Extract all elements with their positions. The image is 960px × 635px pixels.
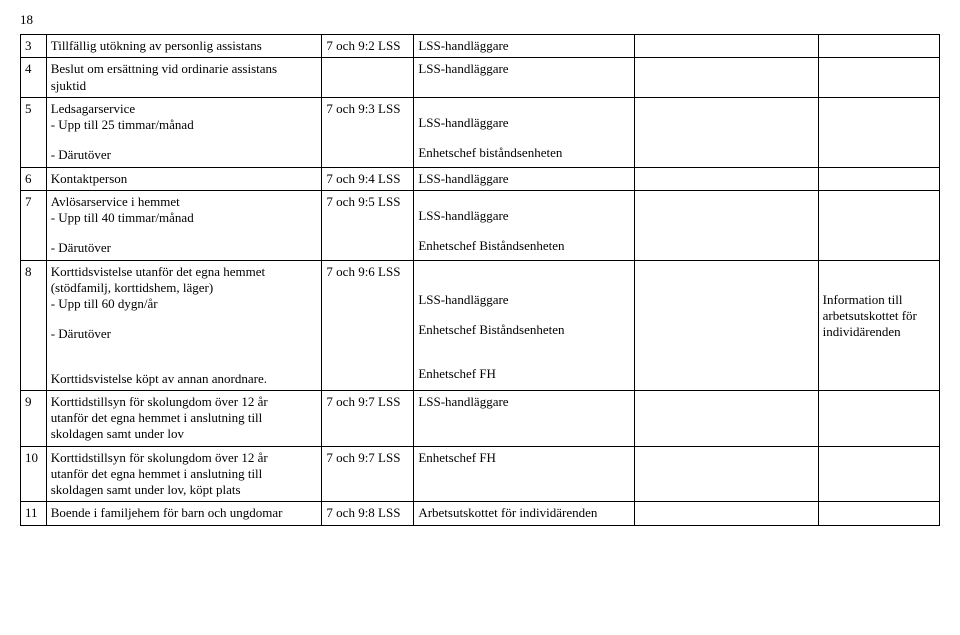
row-empty <box>634 260 818 390</box>
row-empty <box>818 446 939 502</box>
desc-line: - Upp till 25 timmar/månad <box>51 117 318 133</box>
row-number: 5 <box>21 97 47 167</box>
row-description: Avlösarservice i hemmet - Upp till 40 ti… <box>46 190 322 260</box>
row-description: Kontaktperson <box>46 167 322 190</box>
desc-line: skoldagen samt under lov, köpt plats <box>51 482 318 498</box>
desc-line: Beslut om ersättning vid ordinarie assis… <box>51 61 318 77</box>
desc-line: (stödfamilj, korttidshem, läger) <box>51 280 318 296</box>
row-empty <box>634 446 818 502</box>
desc-line: utanför det egna hemmet i anslutning til… <box>51 410 318 426</box>
desc-line: - Därutöver <box>51 147 318 163</box>
row-empty <box>818 390 939 446</box>
table-row: 5 Ledsagarservice - Upp till 25 timmar/m… <box>21 97 940 167</box>
row-empty <box>818 190 939 260</box>
row-law: 7 och 9:5 LSS <box>322 190 414 260</box>
row-number: 4 <box>21 58 47 98</box>
table-row: 3 Tillfällig utökning av personlig assis… <box>21 35 940 58</box>
table-row: 7 Avlösarservice i hemmet - Upp till 40 … <box>21 190 940 260</box>
resp-line: Enhetschef Biståndsenheten <box>418 238 630 254</box>
resp-line: Enhetschef Biståndsenheten <box>418 322 630 338</box>
desc-line: utanför det egna hemmet i anslutning til… <box>51 466 318 482</box>
row-responsible: LSS-handläggare <box>414 58 635 98</box>
resp-line: Enhetschef FH <box>418 366 630 382</box>
row-responsible: Enhetschef FH <box>414 446 635 502</box>
resp-line: LSS-handläggare <box>418 208 630 224</box>
row-number: 11 <box>21 502 47 525</box>
row-number: 3 <box>21 35 47 58</box>
row-empty <box>634 502 818 525</box>
row-responsible: LSS-handläggare Enhetschef biståndsenhet… <box>414 97 635 167</box>
row-number: 6 <box>21 167 47 190</box>
row-empty <box>634 190 818 260</box>
row-empty <box>818 167 939 190</box>
row-responsible: LSS-handläggare Enhetschef Biståndsenhet… <box>414 190 635 260</box>
row-law <box>322 58 414 98</box>
row-description: Korttidsvistelse utanför det egna hemmet… <box>46 260 322 390</box>
desc-line: skoldagen samt under lov <box>51 426 318 442</box>
row-empty <box>634 97 818 167</box>
row-empty <box>634 167 818 190</box>
desc-line: Korttidsvistelse köpt av annan anordnare… <box>51 371 318 387</box>
row-description: Korttidstillsyn för skolungdom över 12 å… <box>46 390 322 446</box>
row-empty <box>818 58 939 98</box>
row-responsible: LSS-handläggare Enhetschef Biståndsenhet… <box>414 260 635 390</box>
table-row: 8 Korttidsvistelse utanför det egna hemm… <box>21 260 940 390</box>
desc-line: - Därutöver <box>51 240 318 256</box>
note-line: Information till <box>823 292 935 308</box>
table-row: 9 Korttidstillsyn för skolungdom över 12… <box>21 390 940 446</box>
row-number: 8 <box>21 260 47 390</box>
row-empty <box>634 35 818 58</box>
row-responsible: Arbetsutskottet för individärenden <box>414 502 635 525</box>
row-number: 10 <box>21 446 47 502</box>
row-note: Information till arbetsutskottet för ind… <box>818 260 939 390</box>
row-empty <box>634 58 818 98</box>
table-row: 6 Kontaktperson 7 och 9:4 LSS LSS-handlä… <box>21 167 940 190</box>
row-law: 7 och 9:6 LSS <box>322 260 414 390</box>
table-row: 4 Beslut om ersättning vid ordinarie ass… <box>21 58 940 98</box>
desc-line: sjuktid <box>51 78 318 94</box>
table-row: 10 Korttidstillsyn för skolungdom över 1… <box>21 446 940 502</box>
row-law: 7 och 9:8 LSS <box>322 502 414 525</box>
resp-line: LSS-handläggare <box>418 115 630 131</box>
table-row: 11 Boende i familjehem för barn och ungd… <box>21 502 940 525</box>
row-empty <box>818 502 939 525</box>
row-responsible: LSS-handläggare <box>414 390 635 446</box>
row-law: 7 och 9:4 LSS <box>322 167 414 190</box>
row-empty <box>818 35 939 58</box>
row-description: Boende i familjehem för barn och ungdoma… <box>46 502 322 525</box>
row-empty <box>634 390 818 446</box>
page-number: 18 <box>20 12 940 28</box>
resp-line: Enhetschef biståndsenheten <box>418 145 630 161</box>
row-responsible: LSS-handläggare <box>414 167 635 190</box>
row-description: Beslut om ersättning vid ordinarie assis… <box>46 58 322 98</box>
desc-line: - Upp till 60 dygn/år <box>51 296 318 312</box>
note-line: individärenden <box>823 324 935 340</box>
row-responsible: LSS-handläggare <box>414 35 635 58</box>
note-line: arbetsutskottet för <box>823 308 935 324</box>
row-empty <box>818 97 939 167</box>
row-description: Ledsagarservice - Upp till 25 timmar/mån… <box>46 97 322 167</box>
delegation-table: 3 Tillfällig utökning av personlig assis… <box>20 34 940 526</box>
row-number: 9 <box>21 390 47 446</box>
desc-line: - Upp till 40 timmar/månad <box>51 210 318 226</box>
row-description: Korttidstillsyn för skolungdom över 12 å… <box>46 446 322 502</box>
desc-line: Korttidstillsyn för skolungdom över 12 å… <box>51 394 318 410</box>
desc-line: Ledsagarservice <box>51 101 318 117</box>
desc-line: Avlösarservice i hemmet <box>51 194 318 210</box>
row-description: Tillfällig utökning av personlig assista… <box>46 35 322 58</box>
resp-line: LSS-handläggare <box>418 292 630 308</box>
row-number: 7 <box>21 190 47 260</box>
row-law: 7 och 9:2 LSS <box>322 35 414 58</box>
desc-line: Korttidstillsyn för skolungdom över 12 å… <box>51 450 318 466</box>
row-law: 7 och 9:7 LSS <box>322 446 414 502</box>
desc-line: Korttidsvistelse utanför det egna hemmet <box>51 264 318 280</box>
desc-line: - Därutöver <box>51 326 318 342</box>
row-law: 7 och 9:3 LSS <box>322 97 414 167</box>
row-law: 7 och 9:7 LSS <box>322 390 414 446</box>
